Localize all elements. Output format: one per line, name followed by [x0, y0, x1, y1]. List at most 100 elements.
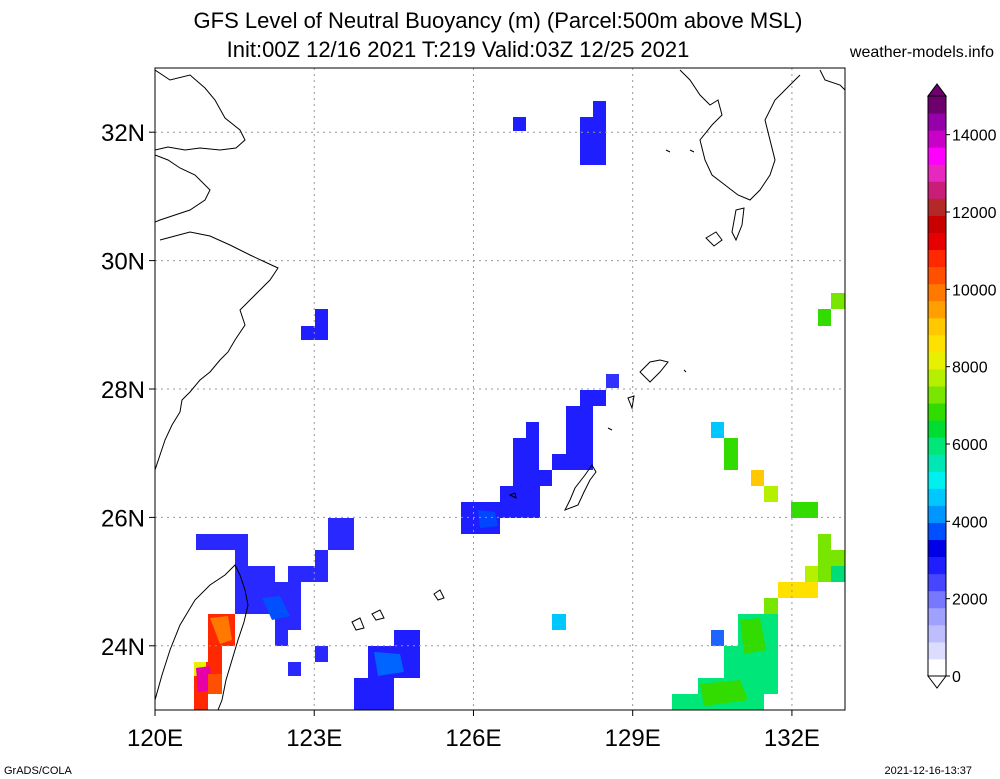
buoyancy-cell [552, 614, 566, 630]
site-credit: weather-models.info [849, 44, 994, 61]
island-yakushima [705, 231, 723, 247]
x-tick-label: 129E [605, 725, 661, 752]
buoyancy-cell [700, 680, 748, 706]
buoyancy-cell [288, 662, 301, 676]
buoyancy-cell [301, 309, 328, 340]
colorbar-swatch [928, 522, 946, 541]
island-tanegashima [731, 207, 745, 242]
y-tick-label: 32N [101, 120, 145, 147]
colorbar-swatch [928, 300, 946, 319]
colorbar-swatch [928, 403, 946, 421]
island-amami [639, 359, 669, 383]
colorbar-swatch [928, 147, 946, 165]
y-tick-label: 24N [101, 634, 145, 661]
island-miyako [433, 589, 445, 601]
colorbar-swatch [928, 283, 946, 302]
buoyancy-cell [606, 374, 619, 388]
footer-credit: GrADS/COLA [4, 765, 72, 777]
colorbar-swatch [928, 505, 946, 523]
colorbar-label: 12000 [952, 205, 997, 222]
colorbar-swatch [928, 471, 946, 489]
buoyancy-cell [711, 630, 724, 646]
colorbar-max-arrow [927, 83, 947, 97]
colorbar-label: 6000 [952, 437, 988, 454]
x-axis: 120E 123E 126E 129E 132E [127, 710, 820, 752]
colorbar-swatch [928, 317, 946, 336]
buoyancy-cell [818, 309, 831, 326]
colorbar-swatch [928, 556, 946, 575]
colorbar-min-arrow [927, 675, 947, 689]
colorbar-swatch [928, 215, 946, 233]
chart-title-line1: GFS Level of Neutral Buoyancy (m) (Parce… [193, 8, 803, 33]
colorbar-swatch [928, 454, 946, 472]
colorbar-swatch [928, 539, 946, 558]
buoyancy-cell [831, 293, 845, 309]
buoyancy-cell [374, 652, 404, 676]
colorbar-label: 0 [952, 669, 961, 686]
colorbar-swatch [928, 198, 946, 216]
colorbar-swatch [928, 437, 946, 455]
colorbar-swatch [928, 113, 946, 131]
coastline-taiwan [155, 564, 249, 710]
colorbar-swatch [928, 249, 946, 268]
colorbar-swatch [928, 607, 946, 626]
buoyancy-cell [711, 422, 724, 438]
buoyancy-cell [478, 510, 498, 528]
colorbar-swatch [928, 130, 946, 148]
colorbar-swatch [928, 641, 946, 660]
colorbar-swatch [928, 658, 946, 677]
y-tick-label: 28N [101, 377, 145, 404]
x-tick-label: 123E [286, 725, 342, 752]
colorbar-swatch [928, 181, 946, 199]
buoyancy-cell [552, 390, 606, 470]
buoyancy-cell [196, 518, 354, 646]
colorbar-label: 14000 [952, 128, 997, 145]
buoyancy-cell [791, 502, 818, 518]
colorbar-swatch [928, 266, 946, 285]
colorbar-swatch [928, 590, 946, 609]
grid-lines [155, 68, 845, 710]
colorbar-label: 4000 [952, 514, 988, 531]
colorbar: 0 2000 4000 6000 8000 10000 12000 14000 [927, 83, 997, 689]
island-tokunoshima [627, 395, 635, 410]
chart-title-line2: Init:00Z 12/16 2021 T:219 Valid:03Z 12/2… [226, 37, 690, 62]
buoyancy-cell [513, 117, 526, 131]
island-ishigaki [351, 609, 385, 631]
x-tick-label: 126E [445, 725, 501, 752]
buoyancy-cell [461, 438, 552, 534]
colorbar-swatch [928, 164, 946, 182]
footer-timestamp: 2021-12-16-13:37 [884, 765, 972, 777]
colorbar-swatch [928, 488, 946, 506]
colorbar-label: 2000 [952, 592, 988, 609]
y-tick-label: 30N [101, 249, 145, 276]
buoyancy-cell [764, 598, 778, 614]
colorbar-swatch [928, 386, 946, 404]
colorbar-swatch [928, 368, 946, 387]
colorbar-swatch [928, 96, 946, 114]
buoyancy-cell [210, 616, 232, 644]
buoyancy-cell [740, 618, 766, 654]
buoyancy-cell [208, 674, 222, 694]
buoyancy-cell [315, 646, 328, 662]
buoyancy-cell [831, 566, 845, 582]
colorbar-swatch [928, 624, 946, 643]
buoyancy-cell [751, 470, 764, 486]
colorbar-swatch [928, 573, 946, 592]
colorbar-label: 8000 [952, 360, 988, 377]
buoyancy-cell [724, 438, 738, 470]
y-axis: 24N 26N 28N 30N 32N [101, 120, 155, 661]
x-tick-label: 132E [764, 725, 820, 752]
colorbar-swatch [928, 351, 946, 370]
island-okinawa-small [508, 492, 517, 499]
data-layer [194, 101, 845, 710]
island-north-korea-coast [665, 149, 695, 153]
buoyancy-cell [526, 422, 539, 438]
x-tick-label: 120E [127, 725, 183, 752]
buoyancy-cell [262, 596, 290, 620]
island-small-east [607, 369, 687, 431]
colorbar-label: 10000 [952, 282, 997, 299]
colorbar-swatch [928, 232, 946, 251]
buoyancy-cell [580, 101, 606, 165]
colorbar-swatch [928, 334, 946, 353]
